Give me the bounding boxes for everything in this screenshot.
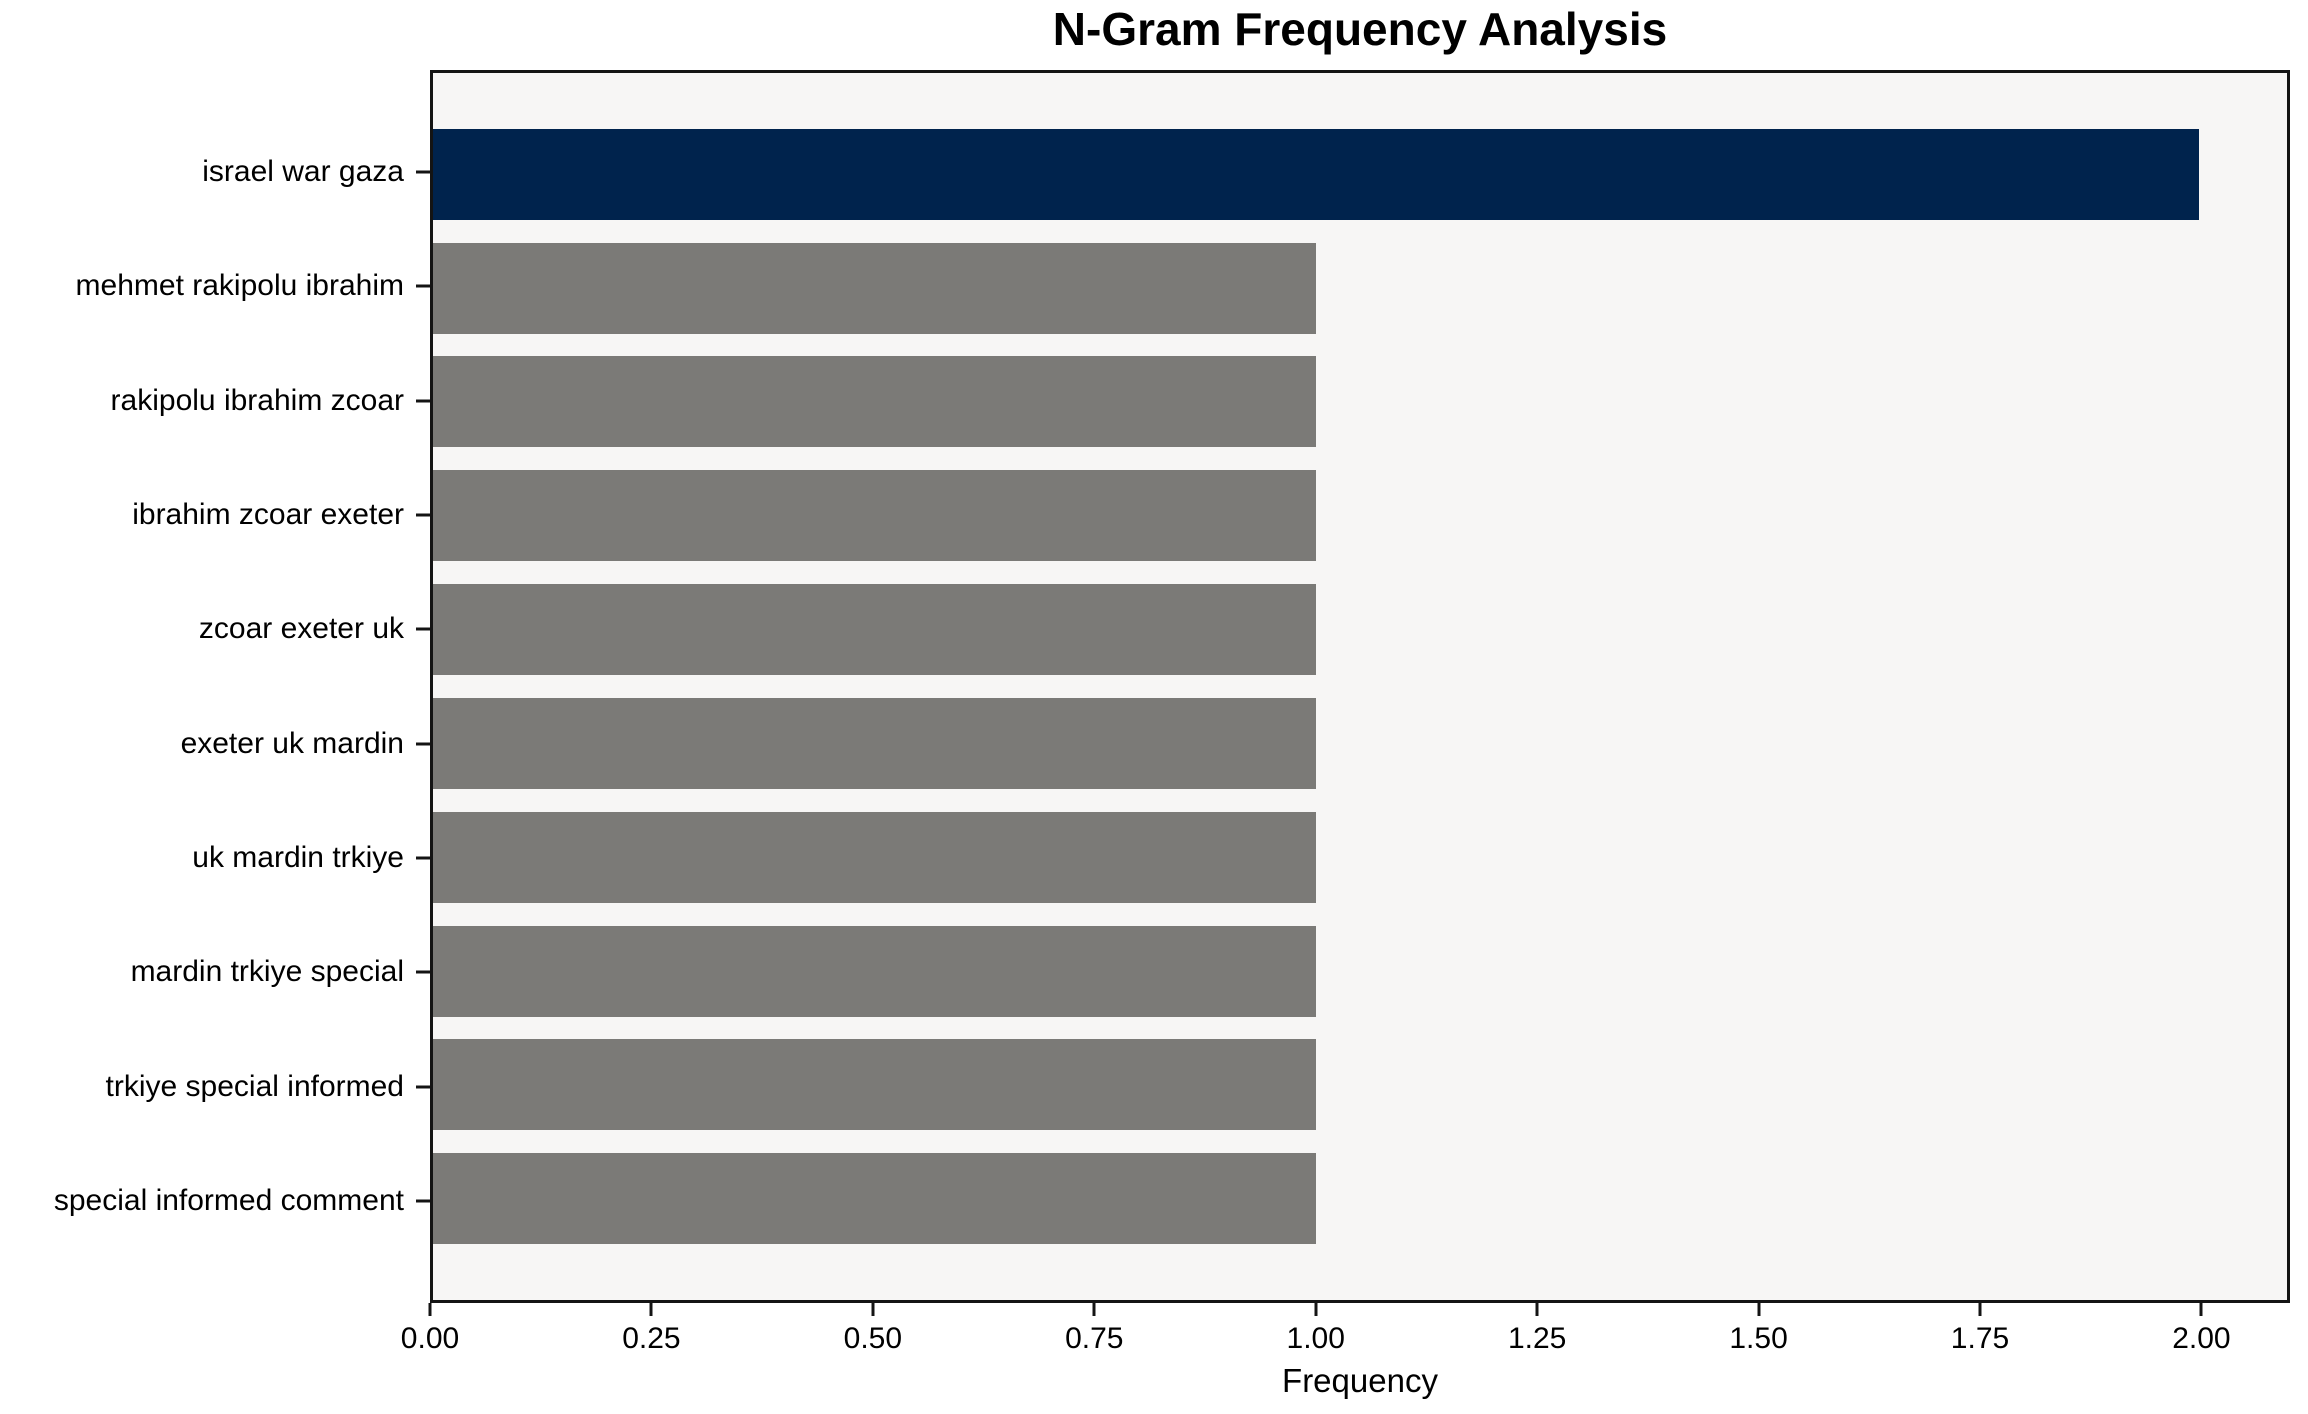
x-tick-mark	[1978, 1303, 1982, 1316]
y-tick-mark	[416, 856, 430, 860]
chart-title: N-Gram Frequency Analysis	[1052, 3, 1668, 55]
x-tick-label: 2.00	[2172, 1322, 2231, 1355]
y-axis-tick-marks	[416, 70, 430, 1303]
bar-israel-war-gaza	[433, 128, 2199, 220]
x-tick-mark	[1314, 1303, 1318, 1316]
y-tick-mark	[416, 399, 430, 403]
x-tick-mark	[428, 1303, 432, 1316]
x-tick-mark	[1535, 1303, 1539, 1316]
bar-mardin-trkiye-special	[433, 925, 1316, 1017]
x-tick-mark	[871, 1303, 875, 1316]
x-tick-label: 0.50	[843, 1322, 903, 1355]
y-tick-label: exeter uk mardin	[180, 726, 404, 760]
bar-special-informed-comment	[433, 1153, 1316, 1245]
y-tick-mark	[416, 170, 430, 174]
bar-trkiye-special-informed	[433, 1039, 1316, 1131]
bar-exeter-uk-mardin	[433, 697, 1316, 789]
y-tick-mark	[416, 742, 430, 746]
x-tick-label: 0.00	[400, 1322, 460, 1355]
x-tick-label: 0.25	[622, 1322, 681, 1355]
y-tick-label: rakipolu ibrahim zcoar	[110, 383, 404, 417]
y-tick-label: israel war gaza	[202, 154, 404, 188]
x-axis-title: Frequency	[1282, 1362, 1438, 1399]
y-tick-label: mardin trkiye special	[130, 955, 404, 989]
y-tick-mark	[416, 1085, 430, 1089]
x-axis-tick-labels: 0.00 0.25 0.50 0.75 1.00 1.25 1.50 1.75 2.00	[401, 1322, 2290, 1360]
x-tick-label: 1.50	[1729, 1322, 1788, 1355]
x-tick-mark	[2199, 1303, 2203, 1316]
y-axis-labels: israel war gaza mehmet rakipolu ibrahim ra…	[0, 70, 404, 1303]
y-tick-label: mehmet rakipolu ibrahim	[75, 269, 404, 303]
y-tick-label: trkiye special informed	[105, 1069, 404, 1103]
x-tick-label: 1.75	[1950, 1322, 2010, 1355]
y-tick-mark	[416, 970, 430, 974]
y-tick-mark	[416, 1199, 430, 1203]
x-tick-mark	[1757, 1303, 1761, 1316]
bar-mehmet-rakipolu-ibrahim	[433, 242, 1316, 334]
x-tick-mark	[649, 1303, 653, 1316]
x-tick-label: 1.00	[1286, 1322, 1345, 1355]
x-axis-tick-marks	[428, 1303, 2290, 1317]
bar-zcoar-exeter-uk	[433, 584, 1316, 676]
y-tick-label: zcoar exeter uk	[198, 612, 404, 646]
bar-rakipolu-ibrahim-zcoar	[433, 356, 1316, 448]
y-tick-label: special informed comment	[53, 1184, 404, 1218]
x-tick-label: 0.75	[1065, 1322, 1124, 1355]
bar-ibrahim-zcoar-exeter	[433, 470, 1316, 562]
y-tick-mark	[416, 513, 430, 517]
x-tick-mark	[1092, 1303, 1096, 1316]
bar-uk-mardin-trkiye	[433, 811, 1316, 903]
y-tick-label: uk mardin trkiye	[192, 841, 404, 875]
y-tick-mark	[416, 284, 430, 288]
x-tick-label: 1.25	[1507, 1322, 1567, 1355]
y-tick-label: ibrahim zcoar exeter	[132, 497, 404, 531]
y-tick-mark	[416, 627, 430, 631]
plot-area	[430, 70, 2290, 1303]
